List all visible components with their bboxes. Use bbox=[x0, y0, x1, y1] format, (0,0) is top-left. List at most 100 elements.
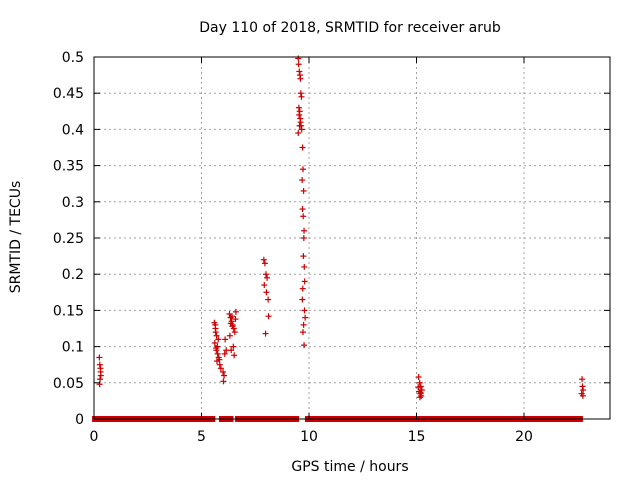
data-point bbox=[416, 379, 423, 386]
data-point bbox=[299, 329, 306, 336]
chart-title: Day 110 of 2018, SRMTID for receiver aru… bbox=[199, 20, 501, 36]
data-point bbox=[295, 55, 302, 62]
data-point bbox=[299, 166, 306, 173]
data-point bbox=[415, 384, 422, 391]
data-point bbox=[300, 321, 307, 328]
data-point bbox=[296, 68, 303, 75]
data-point bbox=[299, 206, 306, 213]
data-point bbox=[296, 122, 303, 129]
data-point bbox=[96, 381, 103, 388]
data-point bbox=[299, 177, 306, 184]
data-point bbox=[300, 187, 307, 194]
data-point bbox=[297, 115, 304, 122]
data-point bbox=[301, 342, 308, 349]
data-point bbox=[221, 372, 228, 379]
data-point bbox=[220, 368, 226, 375]
data-point bbox=[301, 227, 308, 234]
data-point bbox=[301, 263, 308, 270]
y-axis-label: SRMTID / TECUs bbox=[8, 181, 24, 294]
data-point bbox=[415, 374, 422, 381]
grid-lines bbox=[94, 57, 610, 419]
data-point bbox=[232, 316, 239, 323]
data-point bbox=[297, 75, 304, 82]
y-tick-label: 0.2 bbox=[62, 267, 84, 283]
y-tick-label: 0.25 bbox=[53, 231, 84, 247]
y-tick-label: 0 bbox=[75, 412, 84, 428]
data-point bbox=[299, 296, 306, 303]
x-tick-label: 10 bbox=[300, 429, 318, 445]
data-point bbox=[300, 253, 307, 260]
data-point bbox=[232, 308, 239, 315]
data-point bbox=[261, 282, 268, 289]
data-point bbox=[97, 368, 104, 375]
data-point bbox=[300, 235, 307, 241]
data-point bbox=[211, 339, 218, 346]
data-point bbox=[213, 332, 220, 339]
data-point bbox=[213, 347, 220, 354]
data-point bbox=[264, 274, 271, 281]
y-tick-label: 0.45 bbox=[53, 86, 84, 102]
data-point bbox=[579, 376, 586, 383]
data-point bbox=[298, 126, 305, 133]
data-point bbox=[212, 321, 219, 328]
data-point bbox=[229, 313, 236, 320]
data-point bbox=[296, 111, 303, 118]
data-point bbox=[96, 361, 103, 368]
y-tick-label: 0.5 bbox=[62, 50, 84, 66]
data-point bbox=[299, 144, 306, 151]
data-point bbox=[265, 313, 272, 320]
y-tick-label: 0.35 bbox=[53, 159, 84, 175]
data-point bbox=[295, 104, 302, 111]
x-tick-label: 20 bbox=[515, 429, 533, 445]
data-point bbox=[300, 213, 307, 220]
data-point bbox=[216, 356, 223, 363]
x-tick-label: 5 bbox=[197, 429, 206, 445]
x-axis-label: GPS time / hours bbox=[291, 459, 408, 475]
data-point bbox=[301, 307, 308, 314]
data-point bbox=[231, 352, 238, 359]
data-point bbox=[260, 256, 267, 263]
data-point bbox=[214, 343, 221, 350]
data-point bbox=[221, 350, 228, 357]
data-point bbox=[302, 314, 309, 321]
data-point bbox=[263, 271, 269, 278]
data-point bbox=[265, 296, 272, 303]
data-point bbox=[214, 350, 221, 357]
data-point bbox=[212, 329, 219, 336]
axis-ticks: 0 0.05 0.1 0.15 0.2 0.25 0.3 0.35 0.4 0.45 0.5 0 5 10… bbox=[53, 50, 610, 445]
data-point bbox=[220, 378, 227, 385]
data-point bbox=[579, 392, 586, 399]
data-point bbox=[580, 387, 587, 394]
data-point bbox=[215, 336, 222, 343]
data-point bbox=[217, 365, 224, 372]
data-point bbox=[263, 289, 270, 296]
y-tick-label: 0.1 bbox=[62, 340, 84, 356]
data-point bbox=[97, 376, 104, 383]
data-point bbox=[227, 320, 234, 327]
data-point bbox=[262, 330, 269, 337]
data-points bbox=[92, 55, 587, 422]
data-point bbox=[222, 336, 229, 343]
data-point bbox=[295, 130, 302, 137]
y-tick-label: 0.3 bbox=[62, 195, 84, 211]
data-point bbox=[226, 332, 233, 339]
data-point bbox=[231, 329, 238, 336]
data-point bbox=[228, 347, 235, 354]
data-point bbox=[296, 108, 303, 115]
data-point bbox=[261, 260, 268, 267]
x-tick-label: 0 bbox=[90, 429, 99, 445]
x-tick-label: 15 bbox=[408, 429, 426, 445]
data-point bbox=[230, 343, 237, 350]
data-point bbox=[295, 61, 302, 68]
data-point bbox=[301, 278, 308, 285]
y-tick-label: 0.05 bbox=[53, 376, 84, 392]
data-point bbox=[416, 394, 423, 401]
data-point bbox=[298, 93, 305, 100]
y-tick-label: 0.4 bbox=[62, 122, 84, 138]
data-point bbox=[96, 354, 103, 361]
data-point bbox=[417, 389, 424, 396]
y-tick-label: 0.15 bbox=[53, 303, 84, 319]
data-point bbox=[299, 285, 306, 292]
plot-frame bbox=[93, 56, 611, 420]
